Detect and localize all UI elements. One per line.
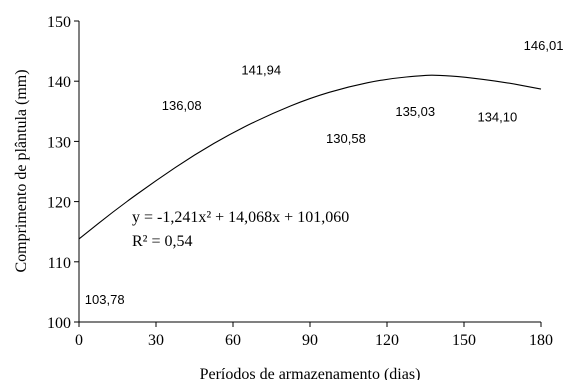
data-label: 136,08 <box>162 98 202 113</box>
y-tick-label: 150 <box>47 14 71 31</box>
y-tick-label: 100 <box>47 315 71 332</box>
x-tick-label: 90 <box>302 332 318 349</box>
x-tick-label: 150 <box>452 332 476 349</box>
plot-area: 100 110 120 130 140 150 0 30 60 90 120 150 180 103,78… <box>47 14 563 349</box>
y-tick-label: 110 <box>48 255 71 272</box>
data-label: 146,01 <box>524 38 564 53</box>
trend-curve <box>78 74 542 240</box>
r-squared: R² = 0,54 <box>132 233 193 250</box>
x-tick-label: 0 <box>75 332 83 349</box>
x-axis-label: Períodos de armazenamento (dias) <box>200 366 421 380</box>
data-label: 134,10 <box>477 110 517 125</box>
data-label: 135,03 <box>395 104 435 119</box>
y-axis-label: Comprimento de plântula (mm) <box>13 69 30 272</box>
y-tick-label: 120 <box>47 195 71 212</box>
y-tick-label: 140 <box>47 74 71 91</box>
data-label: 141,94 <box>241 63 281 78</box>
x-tick-label: 30 <box>148 332 164 349</box>
x-tick-label: 60 <box>225 332 241 349</box>
data-label: 103,78 <box>85 292 125 307</box>
trend-equation: y = -1,241x² + 14,068x + 101,060 <box>132 209 349 226</box>
y-tick-label: 130 <box>47 134 71 151</box>
x-tick-label: 120 <box>375 332 399 349</box>
data-label: 130,58 <box>326 131 366 146</box>
x-tick-label: 180 <box>529 332 553 349</box>
